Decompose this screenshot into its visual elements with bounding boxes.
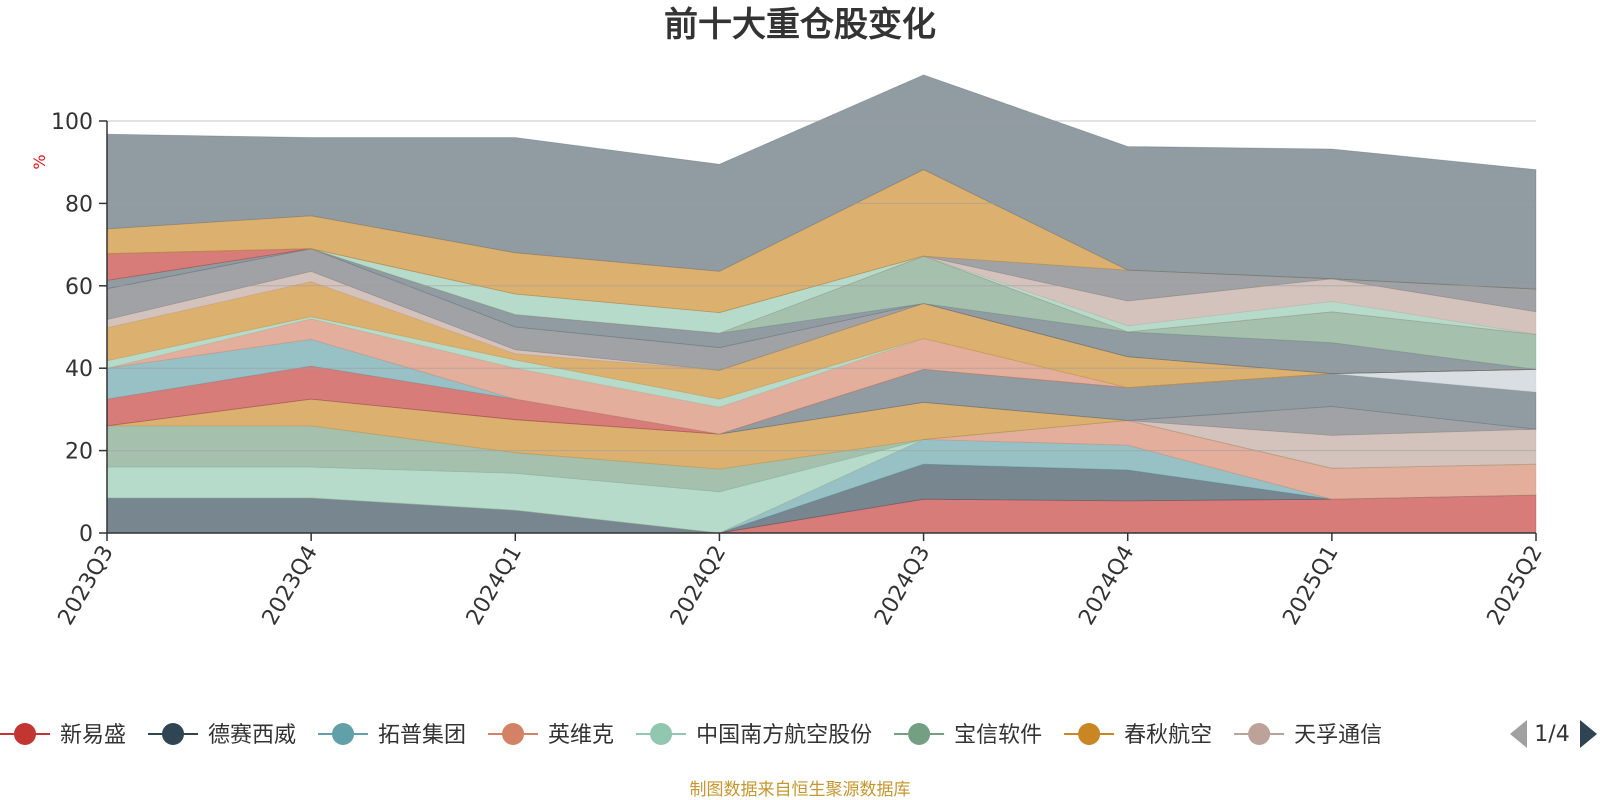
- y-tick-label: 20: [65, 440, 93, 465]
- x-tick-label: 2025Q2: [1483, 541, 1548, 629]
- x-tick-label: 2024Q2: [666, 541, 731, 629]
- area-series-25[interactable]: [106, 74, 1537, 290]
- x-tick-label: 2024Q1: [462, 541, 527, 629]
- legend-circle-marker: [332, 723, 355, 745]
- y-tick-label: 0: [79, 522, 93, 547]
- y-tick-label: 60: [65, 275, 93, 300]
- y-axis-unit-label: %: [30, 154, 49, 169]
- legend-page-indicator: 1/4: [1534, 722, 1569, 747]
- area-series-3[interactable]: [107, 420, 1537, 534]
- legend-item[interactable]: 新易盛: [0, 723, 126, 748]
- legend-label: 新易盛: [60, 723, 126, 748]
- y-tick-label: 40: [65, 357, 93, 382]
- triangle-left-icon[interactable]: [1510, 720, 1527, 748]
- legend-label: 中国南方航空股份: [696, 723, 872, 748]
- legend-circle-marker: [650, 723, 673, 745]
- legend-circle-marker: [908, 723, 931, 745]
- legend-item[interactable]: 英维克: [488, 723, 614, 748]
- x-tick-label: 2023Q3: [54, 541, 119, 629]
- legend-label: 宝信软件: [954, 723, 1042, 748]
- legend-label: 德赛西威: [208, 723, 296, 748]
- legend-circle-marker: [502, 723, 525, 745]
- y-tick-label: 80: [65, 192, 93, 217]
- area-series-layer: [106, 74, 1537, 534]
- triangle-right-icon[interactable]: [1580, 720, 1597, 748]
- chart-title: 前十大重仓股变化: [664, 5, 936, 45]
- x-tick-label: 2025Q1: [1278, 541, 1343, 629]
- legend: 新易盛 德赛西威 拓普集团 英维克 中国南方航空股份 宝信软件 春秋航空 天孚通信: [0, 723, 1382, 748]
- legend-item[interactable]: 春秋航空: [1064, 723, 1212, 748]
- legend-item[interactable]: 拓普集团: [318, 723, 466, 748]
- x-tick-label: 2023Q4: [258, 541, 323, 629]
- x-tick-label: 2024Q3: [870, 541, 935, 629]
- grid-lines: [107, 120, 1536, 452]
- legend-label: 英维克: [548, 723, 614, 748]
- legend-item[interactable]: 中国南方航空股份: [636, 723, 872, 748]
- legend-label: 春秋航空: [1124, 723, 1212, 748]
- data-source-footer: 制图数据来自恒生聚源数据库: [690, 780, 911, 800]
- legend-circle-marker: [162, 723, 185, 745]
- legend-item[interactable]: 天孚通信: [1234, 723, 1382, 748]
- legend-circle-marker: [1248, 723, 1271, 745]
- area-series-24[interactable]: [106, 169, 1537, 314]
- legend-circle-marker: [14, 723, 36, 745]
- legend-circle-marker: [1078, 723, 1101, 745]
- legend-item[interactable]: 德赛西威: [148, 723, 296, 748]
- legend-pager: 1/4: [1510, 720, 1597, 748]
- legend-label: 天孚通信: [1294, 723, 1382, 748]
- legend-label: 拓普集团: [378, 723, 466, 748]
- y-tick-label: 100: [51, 110, 93, 135]
- legend-item[interactable]: 宝信软件: [894, 723, 1042, 748]
- x-tick-label: 2024Q4: [1074, 541, 1139, 629]
